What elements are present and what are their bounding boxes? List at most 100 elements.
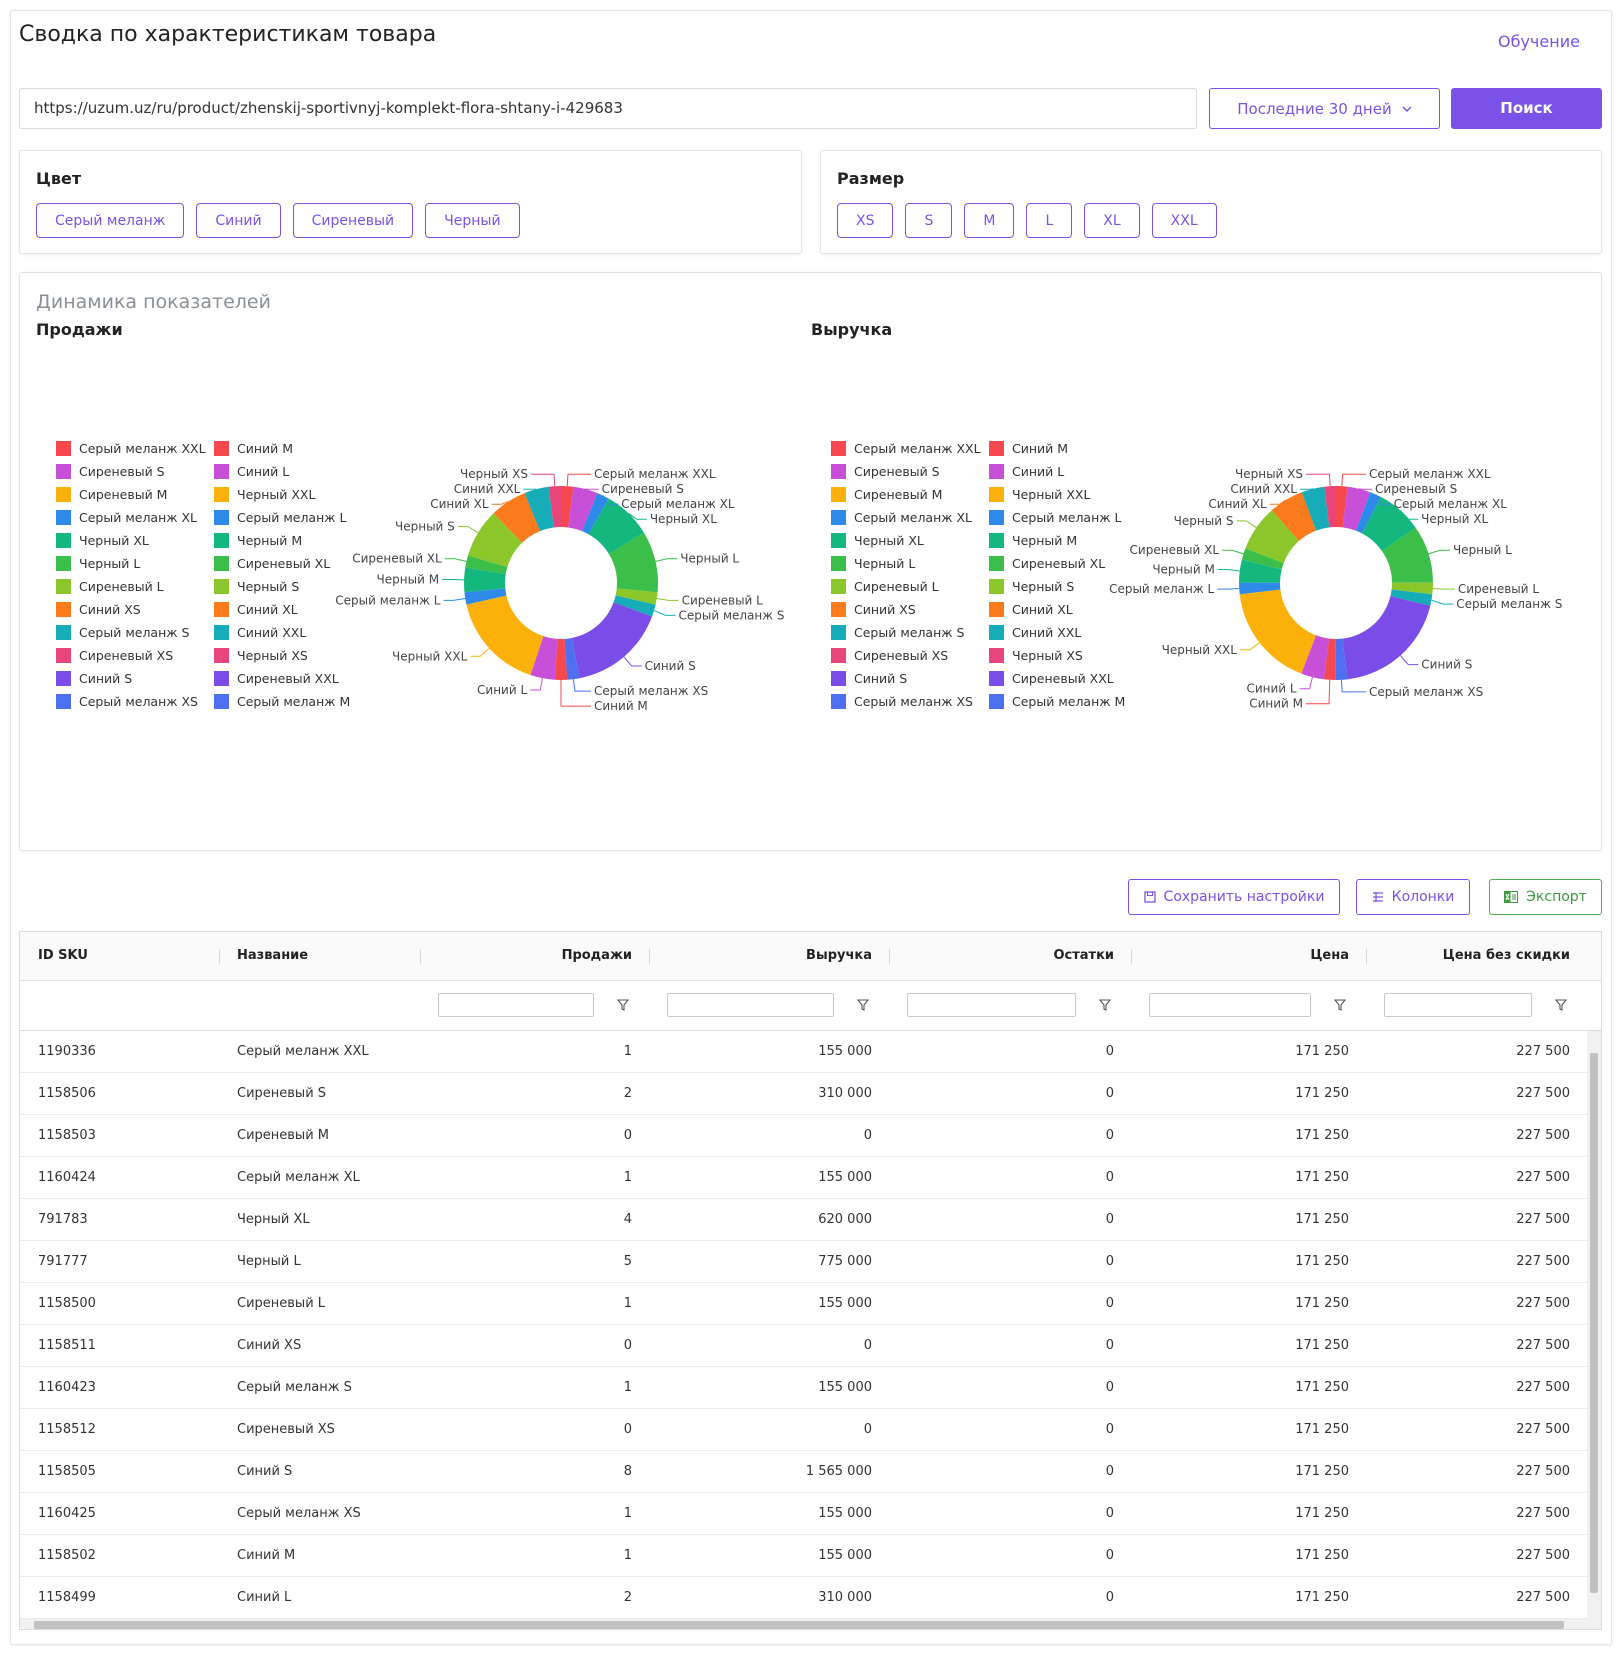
scroll-thumb[interactable] bbox=[34, 1621, 1564, 1629]
dashboard-card: Динамика показателей Продажи Серый меланж… bbox=[19, 272, 1602, 851]
funnel bbox=[1099, 999, 1111, 1011]
save-settings-button[interactable]: Сохранить настройки bbox=[1128, 879, 1340, 915]
legend-swatch bbox=[214, 602, 229, 617]
column-separator bbox=[420, 949, 421, 964]
filter-chip[interactable]: Черный bbox=[425, 203, 520, 238]
table-cell: 0 bbox=[863, 1422, 872, 1437]
table-row[interactable] bbox=[20, 1157, 1587, 1199]
column-header[interactable]: Цена без скидки bbox=[1442, 948, 1570, 963]
table-row[interactable] bbox=[20, 1031, 1587, 1073]
vertical-scrollbar[interactable] bbox=[1587, 1031, 1601, 1618]
label-leader bbox=[1222, 549, 1244, 555]
filter-chip[interactable]: L bbox=[1026, 203, 1073, 238]
slice-label: Синий L bbox=[477, 683, 527, 697]
slice-label: Черный XL bbox=[650, 512, 717, 526]
table-cell: 227 500 bbox=[1516, 1086, 1570, 1101]
horizontal-scrollbar[interactable] bbox=[20, 1618, 1601, 1629]
table-cell: Серый меланж S bbox=[237, 1380, 352, 1395]
label-leader bbox=[470, 647, 490, 657]
legend-label: Серый меланж S bbox=[79, 625, 189, 640]
table-cell: 0 bbox=[1105, 1548, 1114, 1563]
table-cell: 227 500 bbox=[1516, 1548, 1570, 1563]
table-row[interactable] bbox=[20, 1199, 1587, 1241]
button-label: Сохранить настройки bbox=[1163, 889, 1325, 905]
filter-icon[interactable] bbox=[1555, 999, 1567, 1011]
table-row[interactable] bbox=[20, 1493, 1587, 1535]
chart-title: Выручка bbox=[811, 320, 892, 339]
table-cell: Сиреневый S bbox=[237, 1086, 327, 1101]
slice-label: Серый меланж S bbox=[1456, 597, 1562, 611]
filter-chip[interactable]: XXL bbox=[1151, 203, 1217, 238]
table-row[interactable] bbox=[20, 1577, 1587, 1619]
search-button[interactable]: Поиск bbox=[1451, 88, 1602, 129]
filter-chip[interactable]: S bbox=[905, 203, 953, 238]
filter-chip[interactable]: XS bbox=[837, 203, 894, 238]
filter-chip[interactable]: M bbox=[964, 203, 1015, 238]
table-row[interactable] bbox=[20, 1073, 1587, 1115]
column-separator bbox=[1366, 949, 1367, 964]
column-separator bbox=[219, 949, 220, 964]
table-row[interactable] bbox=[20, 1409, 1587, 1451]
legend-label: Черный L bbox=[79, 556, 140, 571]
column-filter-input[interactable] bbox=[438, 993, 594, 1017]
table-cell: 4 bbox=[623, 1212, 632, 1227]
export-button[interactable]: Экспорт bbox=[1489, 879, 1602, 915]
donut-slice bbox=[561, 486, 574, 528]
slice-label: Черный XS bbox=[1235, 467, 1303, 481]
table-cell: 171 250 bbox=[1295, 1380, 1349, 1395]
table-cell: 0 bbox=[1105, 1212, 1114, 1227]
period-dropdown[interactable]: Последние 30 дней bbox=[1209, 88, 1440, 129]
column-filter-input[interactable] bbox=[1384, 993, 1532, 1017]
filter-chip[interactable]: XL bbox=[1084, 203, 1140, 238]
legend-label: Синий XXL bbox=[237, 625, 306, 640]
column-header[interactable]: Продажи bbox=[561, 948, 632, 963]
table-cell: Черный XL bbox=[237, 1212, 310, 1227]
table-cell: 1 bbox=[623, 1296, 632, 1311]
legend-label: Синий XS bbox=[854, 602, 916, 617]
legend-swatch bbox=[831, 579, 846, 594]
legend-label: Сиреневый XXL bbox=[237, 671, 339, 686]
column-filter-input[interactable] bbox=[667, 993, 834, 1017]
url-input[interactable]: https://uzum.uz/ru/product/zhenskij-spor… bbox=[19, 88, 1197, 129]
table-row[interactable] bbox=[20, 1451, 1587, 1493]
table-row[interactable] bbox=[20, 1115, 1587, 1157]
table-row[interactable] bbox=[20, 1325, 1587, 1367]
label-leader bbox=[530, 678, 543, 691]
legend-label: Черный S bbox=[237, 579, 299, 594]
column-filter-input[interactable] bbox=[1149, 993, 1311, 1017]
table-cell: 171 250 bbox=[1295, 1464, 1349, 1479]
filter-icon[interactable] bbox=[857, 999, 869, 1011]
scroll-thumb[interactable] bbox=[1590, 1053, 1598, 1593]
columns-button[interactable]: Колонки bbox=[1356, 879, 1470, 915]
filter-chip[interactable]: Синий bbox=[196, 203, 281, 238]
column-header[interactable]: Выручка bbox=[806, 948, 872, 963]
legend-label: Черный L bbox=[854, 556, 915, 571]
table-row[interactable] bbox=[20, 1283, 1587, 1325]
column-header[interactable]: Остатки bbox=[1053, 948, 1114, 963]
label-leader bbox=[572, 679, 591, 692]
donut-slice bbox=[1245, 510, 1299, 563]
filter-icon[interactable] bbox=[1099, 999, 1111, 1011]
slice-label: Серый меланж XXL bbox=[594, 467, 716, 481]
table-cell: 0 bbox=[1105, 1170, 1114, 1185]
table-cell: 155 000 bbox=[818, 1296, 872, 1311]
filter-icon[interactable] bbox=[1334, 999, 1346, 1011]
filter-chip[interactable]: Сиреневый bbox=[292, 203, 414, 238]
column-header[interactable]: Цена bbox=[1310, 948, 1349, 963]
column-filter-input[interactable] bbox=[907, 993, 1076, 1017]
legend-swatch bbox=[989, 441, 1004, 456]
slice-label: Серый меланж XS bbox=[1369, 685, 1483, 699]
filter-icon[interactable] bbox=[617, 999, 629, 1011]
legend-swatch bbox=[56, 533, 71, 548]
table-row[interactable] bbox=[20, 1535, 1587, 1577]
table-cell: 227 500 bbox=[1516, 1212, 1570, 1227]
table-cell: 0 bbox=[1105, 1590, 1114, 1605]
column-header[interactable]: Название bbox=[237, 948, 309, 963]
filter-chip[interactable]: Серый меланж bbox=[36, 203, 185, 238]
table-row[interactable] bbox=[20, 1241, 1587, 1283]
help-link[interactable]: Обучение bbox=[1498, 32, 1580, 51]
column-header[interactable]: ID SKU bbox=[38, 948, 88, 963]
table-row[interactable] bbox=[20, 1367, 1587, 1409]
slice-label: Сиреневый XL bbox=[352, 552, 442, 566]
legend-swatch bbox=[56, 441, 71, 456]
